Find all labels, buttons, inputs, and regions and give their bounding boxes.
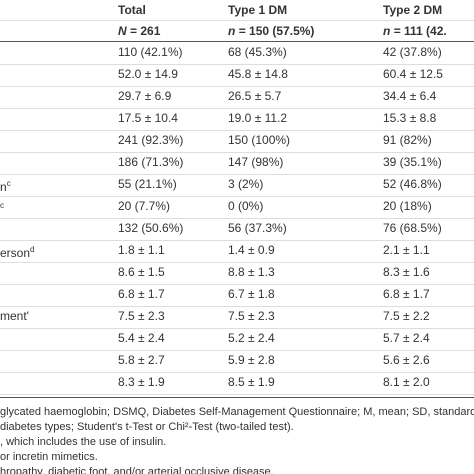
sample-count: = 261 <box>130 24 161 38</box>
row-rule <box>0 394 474 395</box>
row-label: c <box>0 199 4 216</box>
table-cell: 34.4 ± 6.4 <box>383 89 437 103</box>
table-cell: 8.3 ± 1.9 <box>118 375 165 389</box>
row-label-text: n <box>0 180 7 194</box>
column-header: Total <box>118 3 146 17</box>
table-cell: 147 (98%) <box>228 155 284 169</box>
table-cell: 52.0 ± 14.9 <box>118 67 178 81</box>
row-label: nc <box>0 177 11 194</box>
table-cell: 76 (68.5%) <box>383 221 442 235</box>
table-cell: 1.8 ± 1.1 <box>118 243 165 257</box>
footnote: , which includes the use of insulin. <box>0 436 167 448</box>
table-cell: 91 (82%) <box>383 133 432 147</box>
row-rule <box>0 152 474 153</box>
table-cell: 39 (35.1%) <box>383 155 442 169</box>
table-bottom-rule <box>0 397 474 398</box>
table-cell: 15.3 ± 8.8 <box>383 111 437 125</box>
header-bottom-rule <box>0 41 474 42</box>
row-label-note: c <box>0 201 4 210</box>
table-cell: 110 (42.1%) <box>118 45 183 59</box>
table-cell: 5.6 ± 2.6 <box>383 353 430 367</box>
row-rule <box>0 174 474 175</box>
table-cell: 20 (7.7%) <box>118 199 171 213</box>
table-cell: 7.5 ± 2.3 <box>228 309 275 323</box>
footnote: hropathy, diabetic foot, and/or arterial… <box>0 466 274 474</box>
sample-size: n = 150 (57.5%) <box>228 24 314 38</box>
table-cell: 8.3 ± 1.6 <box>383 265 430 279</box>
table-cell: 55 (21.1%) <box>118 177 177 191</box>
column-header: Type 2 DM <box>383 3 443 17</box>
row-label: ment' <box>0 309 29 323</box>
row-label-text: erson <box>0 246 31 260</box>
footnote: diabetes types; Student's t-Test or Chi²… <box>0 421 294 433</box>
table-cell: 1.4 ± 0.9 <box>228 243 275 257</box>
header-rule <box>0 20 474 21</box>
row-rule <box>0 350 474 351</box>
table-cell: 42 (37.8%) <box>383 45 442 59</box>
table-cell: 7.5 ± 2.2 <box>383 309 430 323</box>
row-rule <box>0 86 474 87</box>
table-cell: 6.8 ± 1.7 <box>118 287 165 301</box>
table-cell: 0 (0%) <box>228 199 264 213</box>
row-rule <box>0 218 474 219</box>
table-cell: 5.8 ± 2.7 <box>118 353 165 367</box>
row-rule <box>0 306 474 307</box>
row-label-note: d <box>30 245 35 254</box>
table-cell: 5.9 ± 2.8 <box>228 353 275 367</box>
table-cell: 26.5 ± 5.7 <box>228 89 282 103</box>
table-cell: 8.8 ± 1.3 <box>228 265 275 279</box>
table-cell: 150 (100%) <box>228 133 291 147</box>
sample-var: n <box>383 24 391 38</box>
row-label-text: ment' <box>0 309 29 323</box>
table-cell: 20 (18%) <box>383 199 432 213</box>
row-rule <box>0 130 474 131</box>
table-cell: 8.6 ± 1.5 <box>118 265 165 279</box>
table-cell: 6.8 ± 1.7 <box>383 287 430 301</box>
row-rule <box>0 240 474 241</box>
table-cell: 5.4 ± 2.4 <box>118 331 165 345</box>
table-cell: 132 (50.6%) <box>118 221 184 235</box>
column-header: Type 1 DM <box>228 3 288 17</box>
table-cell: 5.7 ± 2.4 <box>383 331 430 345</box>
sample-size: n = 111 (42. <box>383 24 447 38</box>
row-rule <box>0 196 474 197</box>
row-rule <box>0 64 474 65</box>
table-cell: 6.7 ± 1.8 <box>228 287 275 301</box>
sample-var: n <box>228 24 236 38</box>
table-cell: 3 (2%) <box>228 177 264 191</box>
row-label: ersond <box>0 243 34 260</box>
table-cell: 7.5 ± 2.3 <box>118 309 165 323</box>
sample-count: = 150 (57.5%) <box>238 24 315 38</box>
table-cell: 60.4 ± 12.5 <box>383 67 443 81</box>
sample-size: N = 261 <box>118 24 160 38</box>
table-cell: 68 (45.3%) <box>228 45 287 59</box>
footnote: or incretin mimetics. <box>0 451 98 463</box>
row-rule <box>0 262 474 263</box>
row-rule <box>0 108 474 109</box>
table-cell: 8.1 ± 2.0 <box>383 375 430 389</box>
row-rule <box>0 372 474 373</box>
table-cell: 29.7 ± 6.9 <box>118 89 172 103</box>
table-cell: 8.5 ± 1.9 <box>228 375 275 389</box>
footnote: glycated haemoglobin; DSMQ, Diabetes Sel… <box>0 406 474 418</box>
table-cell: 241 (92.3%) <box>118 133 184 147</box>
table-cell: 56 (37.3%) <box>228 221 287 235</box>
row-rule <box>0 328 474 329</box>
sample-var: N <box>118 24 127 38</box>
table-cell: 5.2 ± 2.4 <box>228 331 275 345</box>
sample-count: = 111 (42. <box>393 24 447 38</box>
row-rule <box>0 284 474 285</box>
table-cell: 45.8 ± 14.8 <box>228 67 288 81</box>
table-cell: 2.1 ± 1.1 <box>383 243 430 257</box>
table-cell: 186 (71.3%) <box>118 155 184 169</box>
table-cell: 19.0 ± 11.2 <box>228 111 288 125</box>
table-cell: 52 (46.8%) <box>383 177 442 191</box>
table-cell: 17.5 ± 10.4 <box>118 111 178 125</box>
row-label-note: c <box>6 179 11 188</box>
